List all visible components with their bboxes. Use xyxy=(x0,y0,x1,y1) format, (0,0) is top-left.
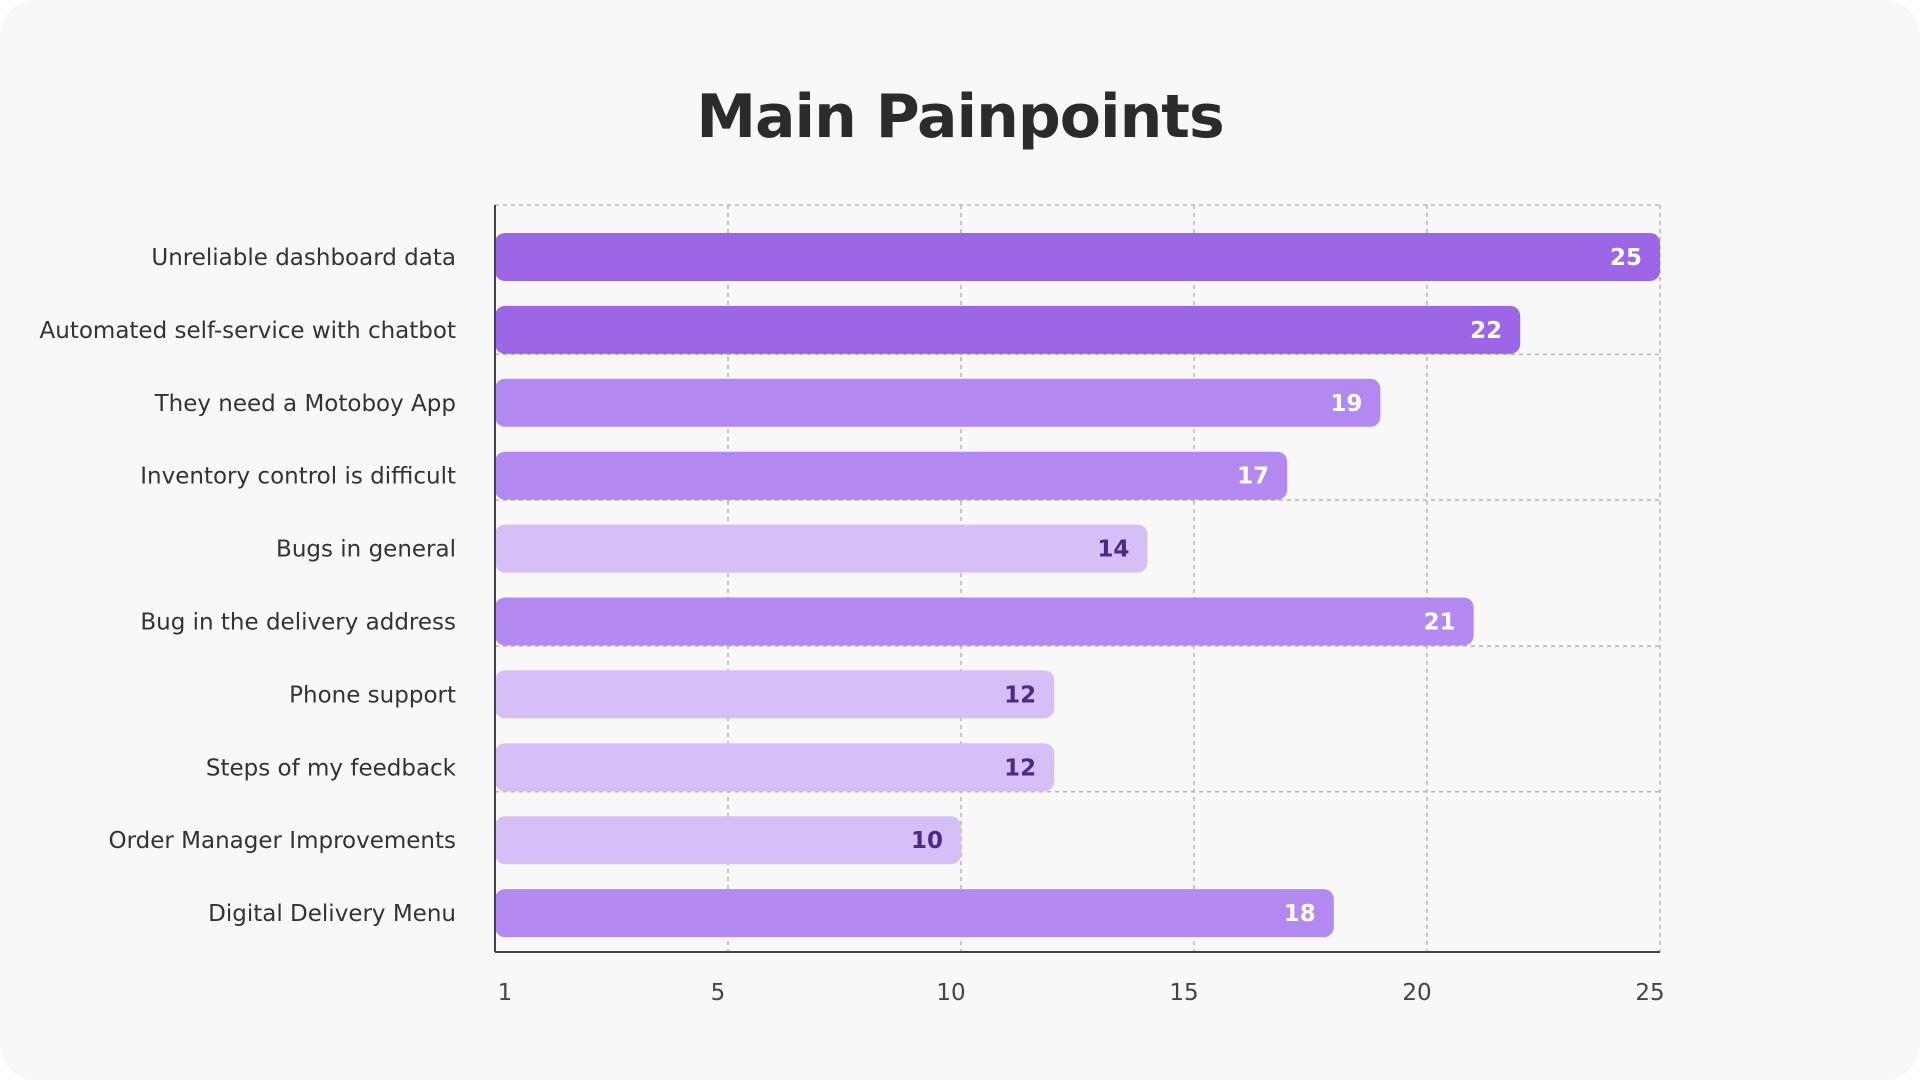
x-tick-label: 5 xyxy=(711,980,726,1006)
bar-value-label: 22 xyxy=(1470,318,1502,344)
chart-title: Main Painpoints xyxy=(696,82,1224,152)
bar-value-label: 14 xyxy=(1097,537,1129,563)
axes xyxy=(494,205,1660,953)
bar-1 xyxy=(495,233,1660,281)
bar-10 xyxy=(495,889,1334,938)
bar-value-label: 12 xyxy=(1004,755,1036,781)
bar-value-label: 25 xyxy=(1610,245,1642,271)
bar-value-label: 18 xyxy=(1284,901,1316,927)
bar-value-label: 21 xyxy=(1424,610,1456,636)
bar-7 xyxy=(495,670,1055,719)
category-label: Automated self-service with chatbot xyxy=(40,318,456,344)
x-tick-label: 10 xyxy=(936,980,965,1006)
bar-9 xyxy=(495,816,961,865)
grid-lines xyxy=(494,204,1661,952)
x-tick-label: 20 xyxy=(1402,980,1431,1006)
category-label: Bug in the delivery address xyxy=(140,610,456,636)
x-tick-label: 15 xyxy=(1169,980,1198,1006)
category-label: Phone support xyxy=(289,682,456,708)
bar-value-label: 10 xyxy=(911,828,943,854)
category-label: Bugs in general xyxy=(276,537,456,563)
category-label: Steps of my feedback xyxy=(206,755,457,781)
bars xyxy=(495,233,1660,938)
category-label: Unreliable dashboard data xyxy=(151,245,456,271)
bar-5 xyxy=(495,524,1148,573)
bar-2 xyxy=(495,305,1521,354)
bar-8 xyxy=(495,743,1055,792)
category-label: Digital Delivery Menu xyxy=(208,901,456,927)
category-label: Order Manager Improvements xyxy=(108,828,456,854)
bar-3 xyxy=(495,378,1381,427)
x-tick-label: 1 xyxy=(498,980,513,1006)
bar-value-label: 19 xyxy=(1330,391,1362,417)
bar-4 xyxy=(495,451,1288,500)
labels: 25 Unreliable dashboard data 22 Automated s… xyxy=(40,245,1665,1006)
bar-value-label: 17 xyxy=(1237,464,1269,490)
category-label: They need a Motoboy App xyxy=(154,391,456,417)
category-label: Inventory control is difficult xyxy=(140,464,456,490)
x-tick-label: 25 xyxy=(1635,980,1664,1006)
bar-value-label: 12 xyxy=(1004,682,1036,708)
bar-6 xyxy=(495,597,1474,646)
